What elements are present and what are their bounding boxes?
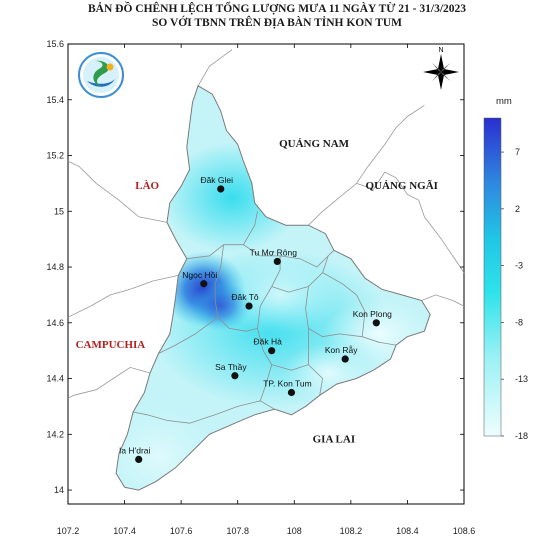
place-marker bbox=[200, 280, 208, 288]
place-label: Đăk Glei bbox=[200, 175, 233, 185]
colorbar: mm 7 2 -3 -8 -13 -18 bbox=[483, 96, 528, 441]
place-marker bbox=[231, 372, 239, 380]
y-tick-label: 14 bbox=[54, 485, 64, 495]
x-tick-label: 108.2 bbox=[340, 526, 363, 536]
region-label: QUẢNG NGÃI bbox=[366, 180, 438, 192]
x-tick-label: 108 bbox=[287, 526, 302, 536]
place-marker bbox=[372, 319, 380, 327]
colorbar-tick-label: 7 bbox=[515, 147, 520, 157]
region-label: LÀO bbox=[135, 180, 159, 192]
map-subtitle: SO VỚI TBNN TRÊN ĐỊA BÀN TỈNH KON TUM bbox=[151, 17, 403, 29]
colorbar-tick-label: 2 bbox=[515, 204, 520, 214]
region-label: GIA LAI bbox=[313, 434, 356, 446]
x-tick-label: 108.4 bbox=[396, 526, 419, 536]
x-tick-label: 107.2 bbox=[57, 526, 80, 536]
x-tick-label: 107.4 bbox=[113, 526, 136, 536]
x-tick-label: 107.8 bbox=[226, 526, 249, 536]
place-marker bbox=[268, 347, 276, 355]
y-tick-label: 14.4 bbox=[46, 374, 64, 384]
place-marker bbox=[287, 388, 296, 397]
x-axis: 107.2 107.4 107.6 107.8 108 108.2 108.4 108.6 bbox=[57, 44, 476, 536]
y-tick-label: 14.8 bbox=[46, 262, 64, 272]
neighbor-boundaries bbox=[67, 49, 465, 399]
place-label: Đăk Tô bbox=[231, 292, 259, 302]
district-boundaries bbox=[133, 211, 397, 424]
y-axis: 15.6 15.4 15.2 15 14.8 14.6 14.4 14.2 14 bbox=[46, 39, 464, 495]
north-label: N bbox=[438, 47, 443, 54]
colorbar-unit: mm bbox=[496, 96, 512, 107]
place-marker bbox=[273, 257, 281, 266]
colorbar-tick-label: -3 bbox=[515, 261, 523, 271]
place-label: Kon Rẫy bbox=[325, 345, 358, 355]
place-label: Kon Plong bbox=[353, 309, 392, 319]
colorbar-tick-label: -13 bbox=[515, 374, 528, 384]
place-label: Tu Mơ Rông bbox=[250, 247, 298, 257]
y-tick-label: 15.2 bbox=[46, 151, 64, 161]
region-label: CAMPUCHIA bbox=[76, 339, 146, 351]
colorbar-tick-label: -8 bbox=[515, 317, 523, 327]
y-tick-label: 14.6 bbox=[46, 318, 64, 328]
map-title: BẢN ĐỒ CHÊNH LỆCH TỔNG LƯỢNG MƯA 11 NGÀY… bbox=[87, 3, 467, 15]
y-tick-label: 14.2 bbox=[46, 429, 64, 439]
colorbar-tick-label: -18 bbox=[515, 431, 528, 441]
y-tick-label: 15 bbox=[54, 206, 64, 216]
y-tick-label: 15.4 bbox=[46, 95, 64, 105]
agency-logo bbox=[78, 52, 124, 98]
place-label: Ngọc Hồi bbox=[182, 270, 217, 280]
region-label: QUẢNG NAM bbox=[279, 138, 350, 150]
y-tick-label: 15.6 bbox=[46, 39, 64, 49]
place-marker bbox=[135, 455, 143, 463]
x-tick-label: 107.6 bbox=[170, 526, 193, 536]
place-marker bbox=[341, 355, 349, 363]
x-tick-label: 108.6 bbox=[453, 526, 476, 536]
place-label: Sa Thầy bbox=[215, 362, 247, 372]
place-label: Đăk Hà bbox=[253, 337, 282, 347]
province-boundary bbox=[115, 85, 431, 491]
place-label: Ia H'drai bbox=[119, 445, 150, 455]
place-marker bbox=[245, 302, 253, 310]
place-marker bbox=[217, 185, 225, 193]
place-label: TP. Kon Tum bbox=[263, 378, 312, 388]
north-arrow-icon: N bbox=[423, 47, 459, 90]
